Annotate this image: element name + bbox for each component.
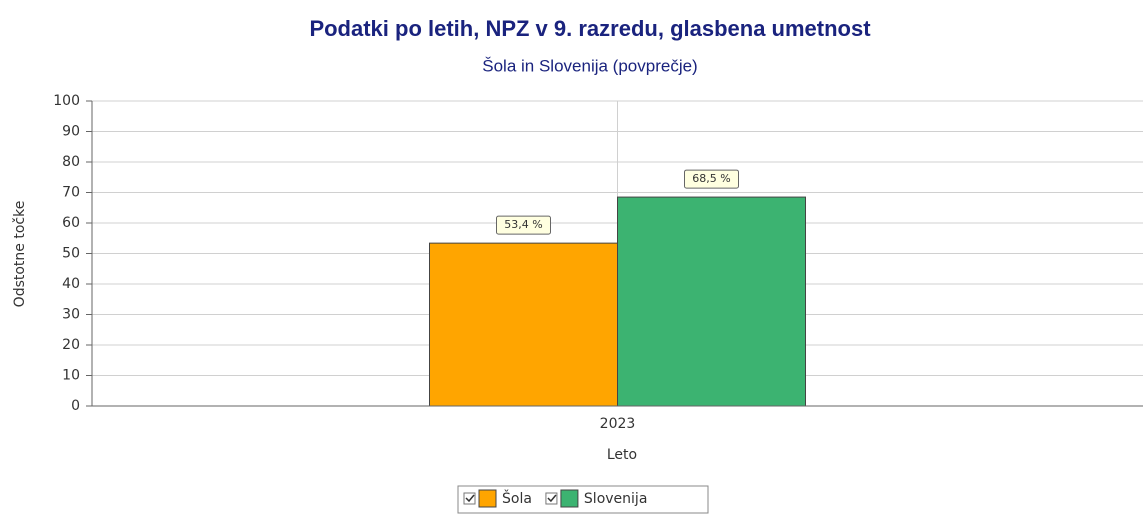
value-label-box — [684, 169, 739, 189]
y-tick-label: 0 — [71, 398, 80, 414]
y-tick-label: 40 — [62, 276, 80, 292]
y-tick-label: 90 — [62, 124, 80, 140]
y-axis-label: Odstotne točke — [12, 201, 28, 308]
bar — [429, 242, 618, 407]
y-tick-label: 60 — [62, 215, 80, 231]
y-tick-label: 70 — [62, 185, 80, 201]
y-tick-label: 30 — [62, 307, 80, 323]
legend-checkbox[interactable] — [463, 492, 476, 505]
value-label-box — [496, 215, 551, 235]
legend-swatch — [478, 489, 497, 508]
y-tick-label: 100 — [53, 93, 80, 109]
x-axis-label: Leto — [607, 447, 637, 463]
legend-label: Slovenija — [584, 491, 647, 507]
legend-checkbox[interactable] — [545, 492, 558, 505]
chart-title: Podatki po letih, NPZ v 9. razredu, glas… — [309, 16, 871, 41]
legend-label: Šola — [502, 489, 532, 507]
value-label: 68,5 % — [692, 172, 730, 185]
value-label: 53,4 % — [504, 218, 542, 231]
y-tick-label: 10 — [62, 368, 80, 384]
bar — [617, 196, 806, 407]
legend-check — [465, 494, 475, 503]
legend-swatch — [560, 489, 579, 508]
legend-check — [547, 494, 557, 503]
y-tick-label: 80 — [62, 154, 80, 170]
y-tick-label: 50 — [62, 246, 80, 262]
chart-subtitle: Šola in Slovenija (povprečje) — [482, 56, 697, 75]
x-tick-label: 2023 — [600, 416, 636, 432]
y-tick-label: 20 — [62, 337, 80, 353]
legend-box — [457, 485, 709, 514]
